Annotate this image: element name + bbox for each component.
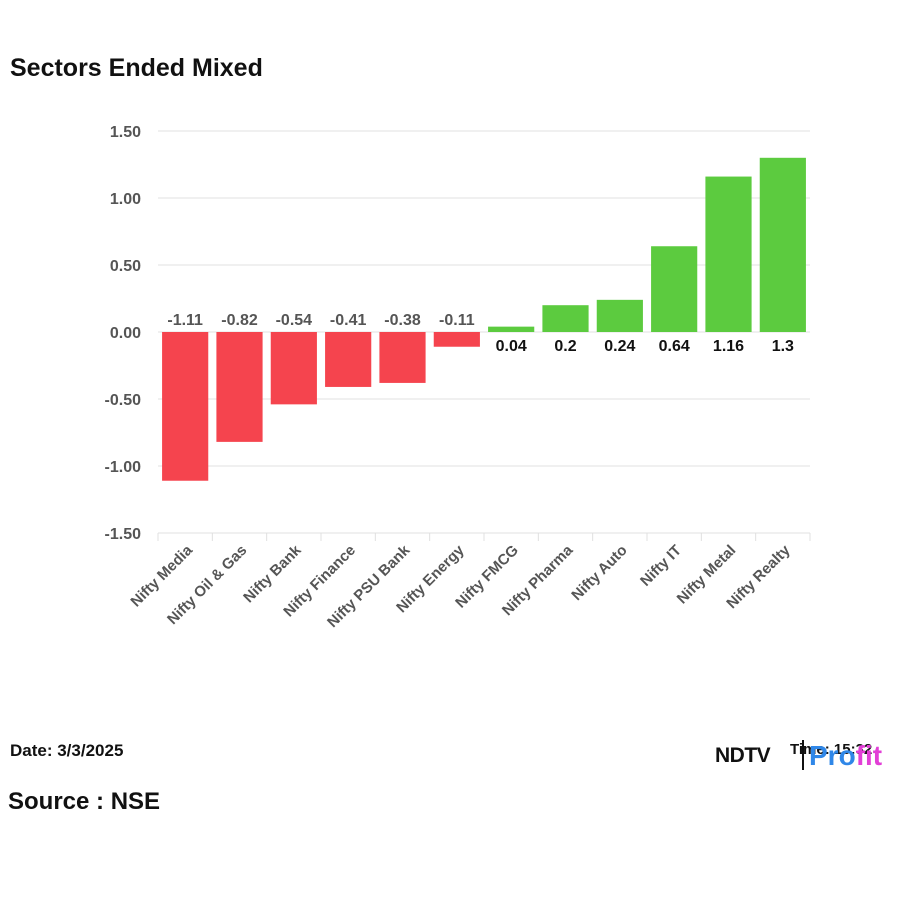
bar <box>216 332 263 442</box>
bar <box>542 305 589 332</box>
data-label: 1.3 <box>772 338 794 355</box>
data-label: -1.11 <box>167 312 203 329</box>
data-label: -0.11 <box>439 312 475 329</box>
bar <box>433 332 480 347</box>
x-tick-label: Nifty IT <box>637 542 685 590</box>
data-label: -0.54 <box>276 312 313 329</box>
data-labels: -1.11 -0.82 -0.54 -0.41 -0.38 -0.11 0.04 0.2 0.2… <box>167 312 794 355</box>
y-tick-label: -0.50 <box>105 392 142 409</box>
y-axis-ticks: 1.50 1.00 0.50 0.00 -0.50 -1.00 -1.50 <box>105 124 142 543</box>
data-label: -0.38 <box>384 312 421 329</box>
bar <box>705 176 752 332</box>
data-label: 0.64 <box>659 338 690 355</box>
data-label: -0.82 <box>221 312 258 329</box>
data-label: 1.16 <box>713 338 744 355</box>
logo-ndtv-text: NDTV <box>715 744 771 767</box>
bars <box>162 157 806 481</box>
date-label: Date: 3/3/2025 <box>10 741 124 760</box>
y-tick-label: 0.50 <box>110 258 141 275</box>
bar <box>162 332 209 481</box>
y-tick-label: 1.50 <box>110 124 141 141</box>
bar <box>596 299 643 332</box>
y-tick-label: -1.50 <box>105 526 142 543</box>
bar-chart: 1.50 1.00 0.50 0.00 -0.50 -1.00 -1.50 -1.11 -0.… <box>105 124 811 631</box>
source-label: Source : NSE <box>8 788 161 815</box>
chart-title: Sectors Ended Mixed <box>10 54 263 82</box>
y-tick-label: 0.00 <box>110 325 141 342</box>
y-tick-label: -1.00 <box>105 459 142 476</box>
bar <box>759 157 806 332</box>
data-label: 0.24 <box>604 338 635 355</box>
time-label: Time: 15:32 <box>790 741 873 758</box>
bar <box>379 332 426 383</box>
bar <box>325 332 372 387</box>
logo-profit-text: Profit <box>809 740 883 771</box>
bar <box>488 326 535 332</box>
bar <box>270 332 317 405</box>
data-label: 0.04 <box>496 338 527 355</box>
ndtv-profit-logo: NDTV Profit <box>715 738 895 774</box>
data-label: 0.2 <box>554 338 576 355</box>
bar <box>651 246 698 332</box>
x-tick-label: Nifty Auto <box>568 542 630 604</box>
data-label: -0.41 <box>330 312 367 329</box>
logo-divider <box>802 740 804 770</box>
y-tick-label: 1.00 <box>110 191 141 208</box>
